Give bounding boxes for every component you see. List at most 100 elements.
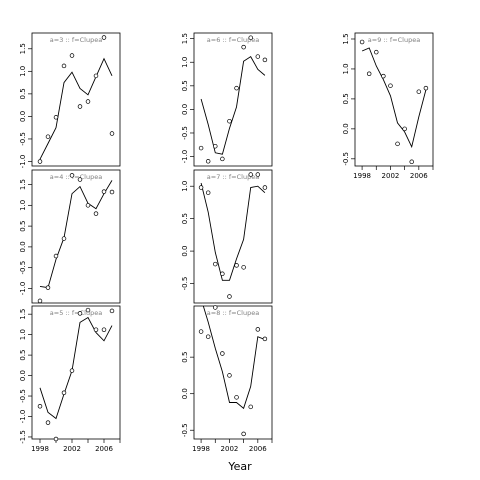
observed-point bbox=[101, 327, 107, 332]
observed-point bbox=[213, 143, 218, 149]
panels-group: a=3 :: f=Clupea-1.0-0.50.00.51.01.5a=4 :… bbox=[19, 32, 434, 453]
y-tick-label: 0.5 bbox=[19, 350, 27, 361]
y-tick-label: 0.5 bbox=[342, 93, 350, 104]
y-tick-label: 0.5 bbox=[181, 352, 189, 363]
observed-point bbox=[109, 131, 115, 136]
panel-5: a=7 :: f=Clupea-0.5 0.0 0.5 1.0 bbox=[181, 169, 273, 304]
observed-point bbox=[109, 189, 115, 195]
observed-point bbox=[366, 71, 372, 76]
observed-point bbox=[213, 305, 218, 310]
y-tick-label: 0.0 bbox=[19, 111, 27, 122]
observed-point bbox=[198, 329, 204, 334]
observed-point bbox=[61, 63, 67, 69]
observed-point bbox=[93, 327, 99, 332]
observed-point bbox=[409, 159, 414, 165]
observed-point bbox=[213, 261, 218, 267]
observed-point bbox=[205, 190, 211, 195]
y-tick-label: 0.0 bbox=[181, 246, 189, 257]
observed-point bbox=[374, 49, 379, 55]
observed-point bbox=[248, 172, 253, 177]
y-tick-label: 0.0 bbox=[342, 123, 350, 134]
panel-title: a=8 :: f=Clupea bbox=[207, 309, 259, 317]
observed-point bbox=[220, 351, 225, 356]
observed-point bbox=[109, 308, 115, 314]
observed-point bbox=[395, 141, 400, 147]
observed-point bbox=[37, 298, 43, 304]
observed-point bbox=[205, 159, 211, 164]
panel-3: a=5 :: f=Clupea-1.5 -1.0 -0.5 0.0 0.5 1.0 1.51… bbox=[19, 305, 121, 453]
observed-point bbox=[198, 145, 204, 151]
plot-frame bbox=[193, 305, 273, 440]
observed-point bbox=[262, 57, 268, 63]
x-tick-label: 2002 bbox=[382, 172, 400, 180]
observed-point bbox=[61, 236, 67, 241]
observed-point bbox=[69, 53, 75, 58]
x-tick-label: 2006 bbox=[249, 445, 267, 453]
y-tick-label: -0.5 bbox=[181, 423, 189, 437]
y-tick-label: 1.0 bbox=[181, 181, 189, 192]
y-tick-label: 0.0 bbox=[181, 388, 189, 399]
observed-point bbox=[53, 436, 59, 442]
x-tick-label: 2006 bbox=[410, 172, 428, 180]
observed-point bbox=[37, 159, 43, 164]
panel-title: a=9 :: f=Clupea bbox=[368, 36, 420, 44]
y-tick-label: 0.5 bbox=[19, 221, 27, 232]
x-axis-title: Year bbox=[227, 460, 252, 473]
fitted-line bbox=[200, 182, 266, 281]
fitted-line bbox=[39, 180, 113, 289]
y-tick-label: 1.5 bbox=[19, 43, 27, 54]
observed-point bbox=[53, 115, 59, 120]
observed-point bbox=[248, 404, 253, 410]
fitted-line bbox=[361, 47, 427, 149]
y-tick-label: -0.5 bbox=[181, 126, 189, 140]
y-tick-label: -0.5 bbox=[19, 389, 27, 403]
observed-point bbox=[381, 73, 386, 79]
observed-point bbox=[45, 285, 51, 290]
y-tick-label: 1.0 bbox=[342, 63, 350, 74]
observed-point bbox=[416, 89, 422, 94]
y-tick-label: 1.5 bbox=[19, 179, 27, 190]
observed-point bbox=[101, 189, 107, 194]
y-tick-label: -0.5 bbox=[181, 277, 189, 291]
observed-point bbox=[85, 307, 91, 313]
x-tick-label: 1998 bbox=[31, 445, 49, 453]
panel-2: a=4 :: f=Clupea-1.0 -0.5 0.0 0.5 1.0 1.5 bbox=[19, 169, 121, 304]
observed-point bbox=[37, 404, 43, 409]
observed-point bbox=[77, 177, 83, 182]
y-tick-label: -0.5 bbox=[19, 132, 27, 146]
plot-frame bbox=[354, 32, 434, 167]
plot-frame bbox=[31, 32, 121, 167]
observed-point bbox=[45, 420, 51, 425]
panel-4: a=6 :: f=Clupea-1.0 -0.5 0.0 0.5 1.0 1.5 bbox=[181, 32, 273, 167]
observed-point bbox=[255, 54, 261, 59]
y-tick-label: 1.0 bbox=[181, 57, 189, 68]
observed-point bbox=[45, 134, 51, 139]
y-tick-label: -1.0 bbox=[181, 150, 189, 164]
y-tick-label: -1.0 bbox=[19, 282, 27, 296]
fitted-line bbox=[39, 316, 113, 420]
observed-point bbox=[241, 431, 246, 437]
y-tick-label: -1.0 bbox=[19, 155, 27, 169]
x-tick-label: 2006 bbox=[95, 445, 113, 453]
x-tick-label: 2002 bbox=[63, 445, 81, 453]
fitted-line bbox=[202, 306, 266, 410]
observed-point bbox=[198, 185, 204, 190]
observed-point bbox=[234, 263, 239, 268]
observed-point bbox=[234, 395, 239, 400]
observed-point bbox=[388, 83, 393, 88]
panel-title: a=6 :: f=Clupea bbox=[207, 36, 259, 44]
y-tick-label: -0.5 bbox=[19, 261, 27, 275]
y-tick-label: 1.0 bbox=[19, 329, 27, 340]
observed-point bbox=[53, 253, 59, 259]
observed-point bbox=[227, 294, 232, 299]
observed-point bbox=[69, 368, 75, 373]
x-tick-label: 2002 bbox=[221, 445, 239, 453]
panel-title: a=5 :: f=Clupea bbox=[50, 309, 102, 317]
observed-point bbox=[69, 173, 75, 178]
observed-point bbox=[423, 85, 429, 91]
observed-point bbox=[85, 203, 91, 208]
y-tick-label: -1.5 bbox=[19, 430, 27, 444]
observed-point bbox=[227, 118, 232, 124]
y-tick-label: 1.0 bbox=[19, 66, 27, 77]
